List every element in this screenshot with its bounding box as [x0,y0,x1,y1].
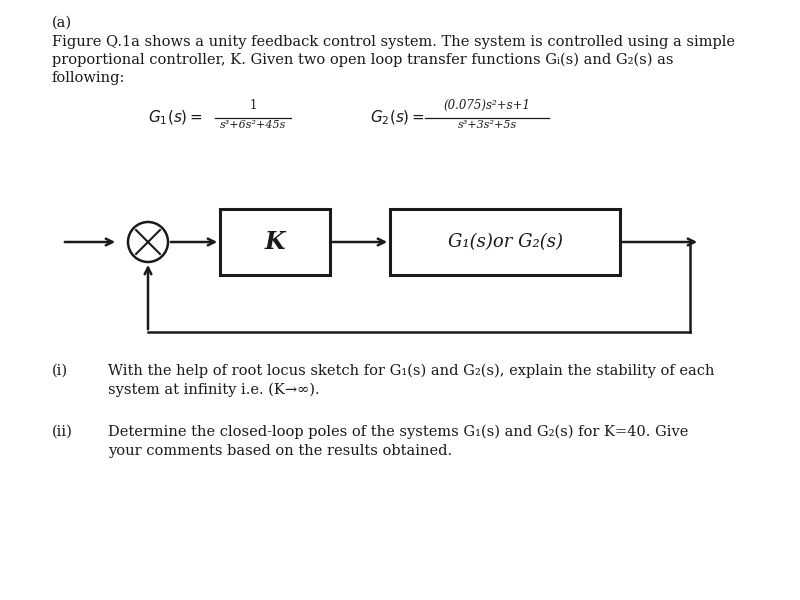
Text: Figure Q.1a shows a unity feedback control system. The system is controlled usin: Figure Q.1a shows a unity feedback contr… [52,35,735,49]
Text: following:: following: [52,71,126,85]
Text: system at infinity i.e. (K→∞).: system at infinity i.e. (K→∞). [108,383,320,397]
Bar [220,209,330,275]
Bar [390,209,620,275]
Text: your comments based on the results obtained.: your comments based on the results obtai… [108,444,452,458]
Text: With the help of root locus sketch for G₁(s) and G₂(s), explain the stability of: With the help of root locus sketch for G… [108,364,714,379]
Text: (a): (a) [52,16,72,30]
Text: (0.075)s²+s+1: (0.075)s²+s+1 [443,99,530,112]
Text: 1: 1 [250,99,257,112]
Text: s³+3s²+5s: s³+3s²+5s [458,120,517,130]
Text: Determine the closed-loop poles of the systems G₁(s) and G₂(s) for K=40. Give: Determine the closed-loop poles of the s… [108,425,688,439]
Text: $G_1(s) =$: $G_1(s) =$ [148,109,203,127]
Text: $G_2(s) =$: $G_2(s) =$ [370,109,425,127]
Text: proportional controller, K. Given two open loop transfer functions Gᵢ(s) and G₂(: proportional controller, K. Given two op… [52,53,674,67]
Text: K: K [265,230,286,254]
Text: (i): (i) [52,364,68,378]
Text: (ii): (ii) [52,425,73,439]
Text: s³+6s²+45s: s³+6s²+45s [220,120,286,130]
Text: G₁(s)or G₂(s): G₁(s)or G₂(s) [447,233,562,251]
